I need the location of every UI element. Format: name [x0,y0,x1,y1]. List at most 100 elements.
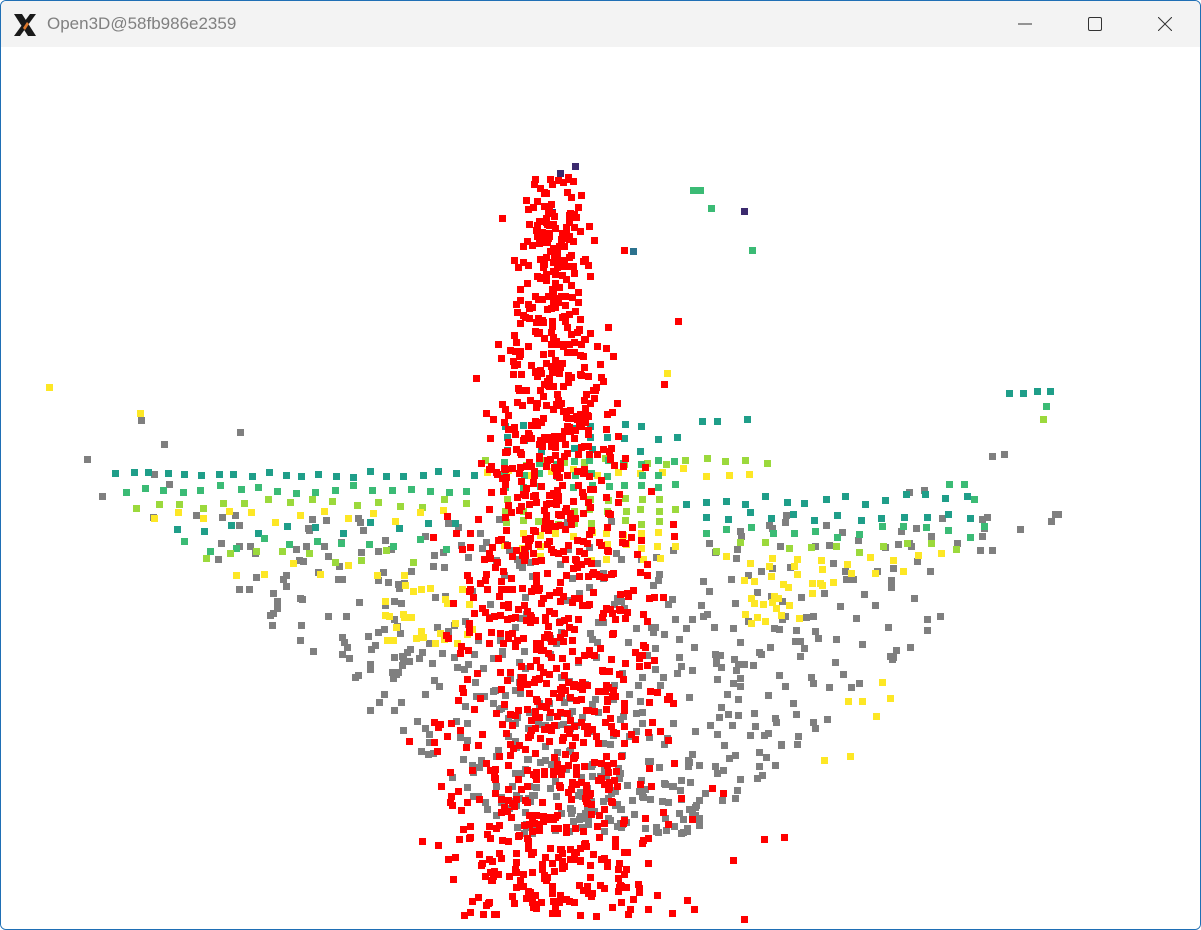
cloud-point [623,884,630,891]
cloud-point [448,793,455,800]
cloud-point [725,516,732,523]
cloud-point [754,614,761,621]
cloud-point [608,723,615,730]
cloud-point [830,579,837,586]
cloud-point [408,486,415,493]
cloud-point [647,796,654,803]
cloud-point [777,543,784,550]
cloud-point [953,546,960,553]
cloud-point [456,836,463,843]
cloud-point [533,696,540,703]
cloud-point [581,364,588,371]
cloud-point [616,671,623,678]
cloud-point [526,472,533,479]
cloud-point [336,563,343,570]
cloud-point [594,823,601,830]
cloud-point [908,543,915,550]
cloud-point [529,828,536,835]
cloud-point [586,531,593,538]
cloud-point [560,179,567,186]
cloud-point [131,469,138,476]
cloud-point [526,690,533,697]
cloud-point [296,557,303,564]
cloud-point [555,803,562,810]
cloud-point [686,806,693,813]
cloud-point [628,534,635,541]
cloud-point [523,617,530,624]
cloud-point [520,530,527,537]
cloud-point [731,656,738,663]
cloud-point [566,424,573,431]
cloud-point [685,763,692,770]
cloud-point [735,696,742,703]
cloud-point [532,617,539,624]
cloud-point [493,469,500,476]
cloud-point [527,732,534,739]
cloud-point [563,572,570,579]
cloud-point [522,746,529,753]
cloud-point [451,654,458,661]
cloud-point [587,486,594,493]
cloud-point [458,807,465,814]
cloud-point [768,573,775,580]
cloud-point [540,259,547,266]
cloud-point [604,524,611,531]
cloud-point [921,487,928,494]
cloud-point [193,512,200,519]
maximize-button[interactable] [1060,1,1130,47]
cloud-point [306,527,313,534]
cloud-point [979,516,986,523]
cloud-point [514,556,521,563]
cloud-point [575,482,582,489]
cloud-point [566,748,573,755]
cloud-point [608,656,615,663]
cloud-point [647,758,654,765]
cloud-point [297,512,304,519]
render-viewport[interactable] [1,47,1200,929]
cloud-point [522,536,529,543]
cloud-point [279,548,286,555]
cloud-point [577,912,584,919]
cloud-point [611,682,618,689]
cloud-point [648,488,655,495]
cloud-point [395,581,402,588]
cloud-point [809,590,816,597]
title-bar[interactable]: Open3D@58fb986e2359 [1,1,1200,47]
cloud-point [744,416,751,423]
cloud-point [542,518,549,525]
minimize-button[interactable] [990,1,1060,47]
cloud-point [560,593,567,600]
cloud-point [434,624,441,631]
cloud-point [568,331,575,338]
cloud-point [426,739,433,746]
cloud-point [542,757,549,764]
cloud-point [914,558,921,565]
cloud-point [567,694,574,701]
cloud-point [683,501,690,508]
cloud-point [614,400,621,407]
cloud-point [563,224,570,231]
cloud-point [564,189,571,196]
cloud-point [151,515,158,522]
cloud-point [853,615,860,622]
cloud-point [551,868,558,875]
cloud-point [496,593,503,600]
cloud-point [652,624,659,631]
cloud-point [576,590,583,597]
cloud-point [810,719,817,726]
cloud-point [566,624,573,631]
cloud-point [523,197,530,204]
cloud-point [549,318,556,325]
cloud-point [621,435,628,442]
cloud-point [309,496,316,503]
cloud-point [528,463,535,470]
cloud-point [587,874,594,881]
cloud-point [644,460,651,467]
cloud-point [261,571,268,578]
cloud-point [283,572,290,579]
cloud-point [506,873,513,880]
cloud-point [432,640,439,647]
close-button[interactable] [1130,1,1200,47]
cloud-point [505,786,512,793]
cloud-point [554,749,561,756]
